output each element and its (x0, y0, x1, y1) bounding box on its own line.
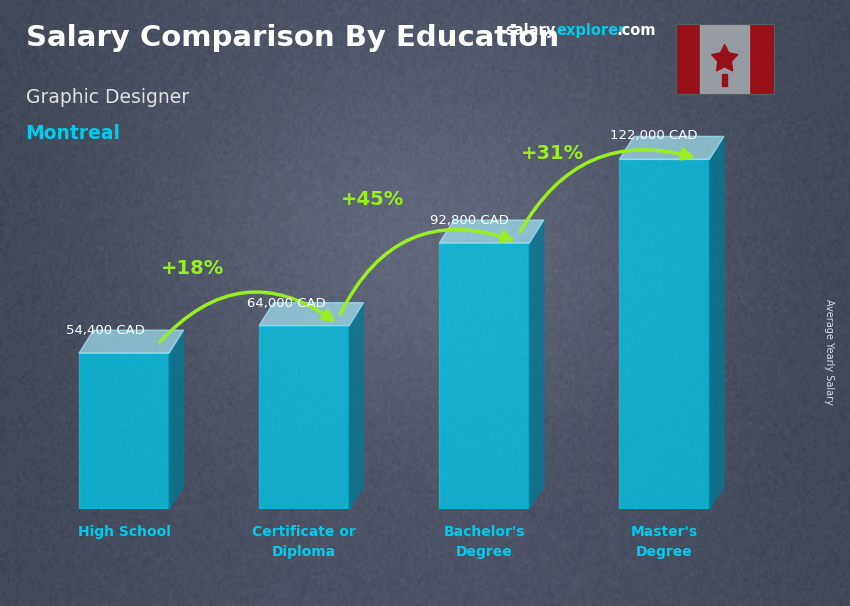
Polygon shape (711, 44, 738, 71)
Polygon shape (259, 325, 349, 509)
Text: +31%: +31% (521, 144, 584, 163)
Text: +18%: +18% (161, 259, 224, 278)
Polygon shape (676, 24, 700, 94)
Polygon shape (439, 220, 544, 243)
FancyArrowPatch shape (520, 149, 691, 231)
Text: +45%: +45% (341, 190, 405, 209)
Polygon shape (710, 136, 724, 509)
FancyArrowPatch shape (340, 230, 512, 314)
Polygon shape (169, 330, 184, 509)
Text: 122,000 CAD: 122,000 CAD (610, 129, 698, 142)
Text: Montreal: Montreal (26, 124, 121, 143)
Text: Salary Comparison By Education: Salary Comparison By Education (26, 24, 558, 52)
Polygon shape (722, 74, 727, 86)
Polygon shape (259, 302, 364, 325)
FancyArrowPatch shape (160, 292, 332, 342)
Text: Average Yearly Salary: Average Yearly Salary (824, 299, 834, 404)
Polygon shape (79, 330, 184, 353)
Polygon shape (349, 302, 364, 509)
Text: explorer: explorer (557, 23, 626, 38)
Polygon shape (620, 159, 710, 509)
Polygon shape (79, 353, 169, 509)
Text: Graphic Designer: Graphic Designer (26, 88, 189, 107)
Polygon shape (700, 24, 749, 94)
Polygon shape (620, 136, 724, 159)
Polygon shape (530, 220, 544, 509)
Text: 92,800 CAD: 92,800 CAD (430, 215, 509, 227)
Text: 54,400 CAD: 54,400 CAD (66, 324, 145, 338)
Polygon shape (749, 24, 774, 94)
Polygon shape (439, 243, 530, 509)
Text: .com: .com (616, 23, 655, 38)
Text: 64,000 CAD: 64,000 CAD (246, 297, 326, 310)
Text: salary: salary (506, 23, 556, 38)
